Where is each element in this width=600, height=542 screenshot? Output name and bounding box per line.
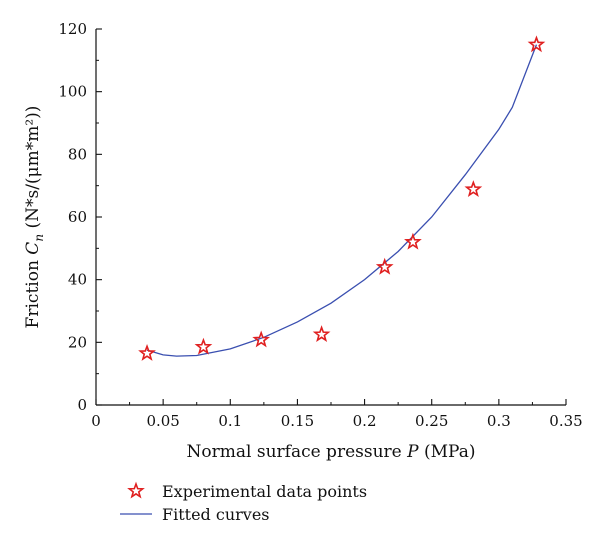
- data-point-star: [194, 337, 213, 355]
- series-layer: [138, 35, 546, 361]
- plot-frame: [95, 29, 566, 406]
- data-point-star: [312, 325, 331, 343]
- legend: Experimental data points Fitted curves: [120, 481, 367, 524]
- data-point-star: [375, 257, 394, 275]
- data-point-star: [404, 232, 422, 250]
- x-axis-title: Normal surface pressure P (MPa): [187, 442, 476, 462]
- x-tick-label: 0.05: [146, 412, 179, 430]
- y-tick-label: 20: [68, 333, 87, 351]
- data-point-star: [252, 330, 271, 348]
- legend-label-fitted: Fitted curves: [162, 505, 270, 524]
- y-tick-label: 60: [68, 208, 87, 226]
- x-tick-label: 0.25: [415, 412, 448, 430]
- x-axis-ticks: 0 0.05 0.1 0.15 0.2 0.25 0.3 0.35: [91, 399, 583, 430]
- y-tick-label: 100: [58, 83, 87, 101]
- data-point-star: [527, 35, 546, 53]
- x-tick-label: 0.15: [281, 412, 314, 430]
- x-tick-label: 0.1: [218, 412, 242, 430]
- fitted-curve-line: [146, 44, 538, 357]
- y-axis-title: Friction Cn (N*s/(μm*m²)): [23, 106, 46, 329]
- data-point-star: [464, 180, 483, 197]
- y-tick-label: 40: [68, 271, 87, 289]
- y-tick-label: 0: [77, 396, 87, 414]
- x-tick-label: 0.35: [549, 412, 582, 430]
- y-axis-ticks: 0 20 40 60 80 100 120: [58, 20, 102, 414]
- y-tick-label: 120: [58, 20, 87, 38]
- x-tick-label: 0.3: [487, 412, 511, 430]
- data-point-star: [138, 343, 156, 361]
- x-tick-label: 0: [91, 412, 101, 430]
- x-tick-label: 0.2: [353, 412, 377, 430]
- y-tick-label: 80: [68, 145, 87, 163]
- legend-star-marker: [127, 481, 145, 499]
- legend-label-experimental: Experimental data points: [162, 482, 367, 501]
